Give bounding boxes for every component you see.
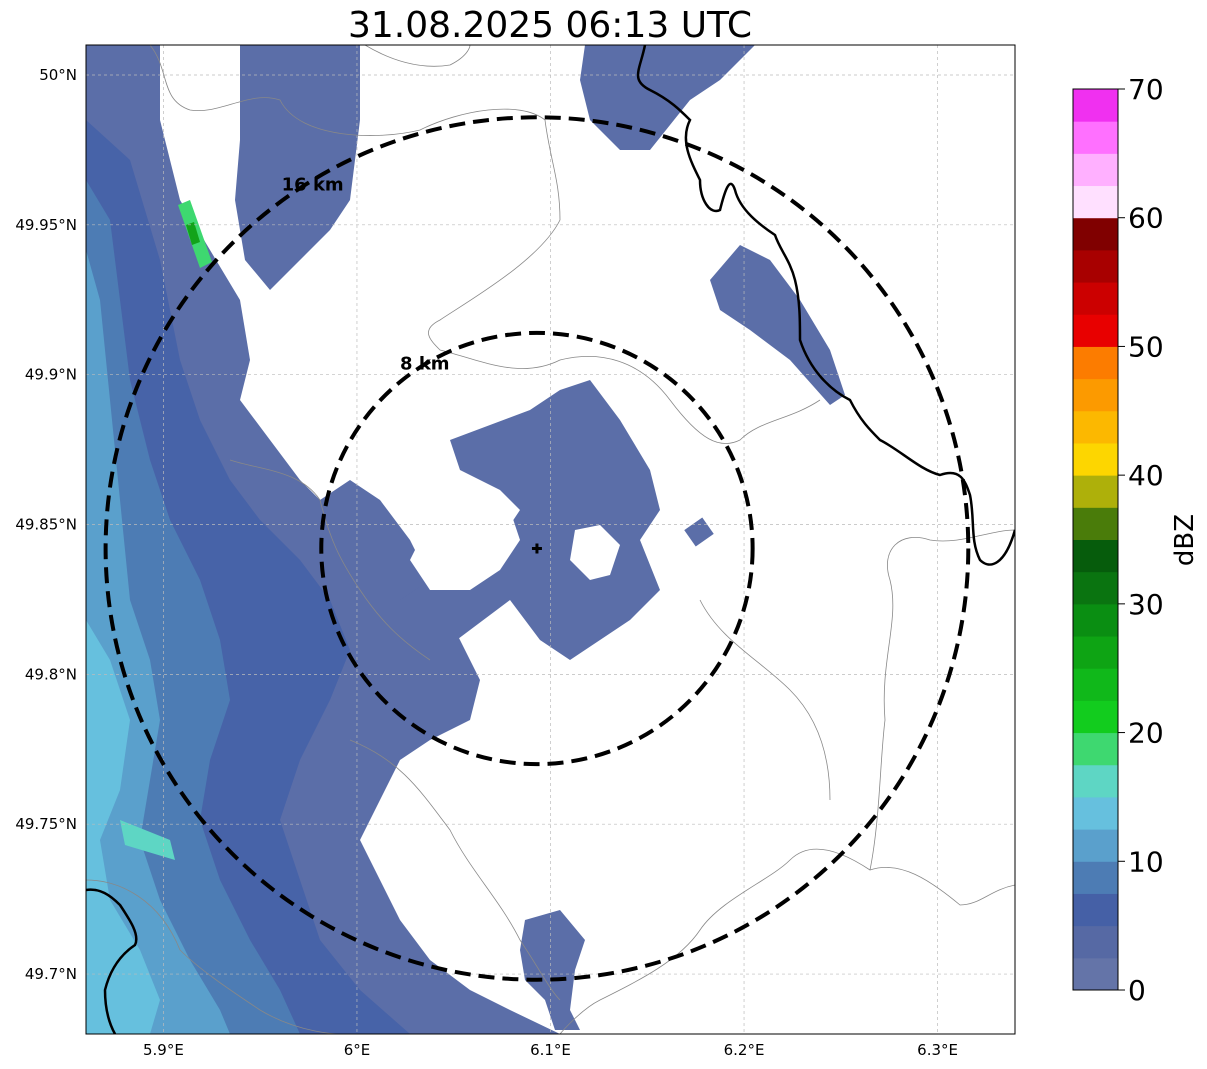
colorbar-cell xyxy=(1073,314,1118,347)
colorbar-cell xyxy=(1073,603,1118,637)
admin-boundary-center xyxy=(149,45,821,444)
national-border xyxy=(86,45,1015,1034)
echo-central-hole xyxy=(410,500,520,590)
colorbar-cell xyxy=(1073,121,1118,154)
colorbar-frame xyxy=(1072,88,1119,991)
map-gridlines xyxy=(86,45,1015,1034)
colorbar-cell xyxy=(1073,346,1118,380)
echo-region-west-light xyxy=(86,250,230,1034)
lon-tick-label: 6.2°E xyxy=(724,1041,765,1059)
colorbar-tick-labels: 0 10 20 30 40 50 60 70 xyxy=(1118,73,1164,1007)
figure-title: 31.08.2025 06:13 UTC xyxy=(348,5,752,46)
colorbar-tick-label: 50 xyxy=(1128,330,1164,363)
lat-tick-label: 49.75°N xyxy=(15,815,77,833)
colorbar-cell xyxy=(1073,571,1118,605)
admin-boundary-west xyxy=(229,459,431,661)
admin-boundary-southeast xyxy=(699,599,831,801)
colorbar-cell xyxy=(1073,957,1118,991)
colorbar-tick-label: 10 xyxy=(1128,845,1164,878)
colorbar-tick-label: 70 xyxy=(1128,73,1164,106)
colorbar-tick-label: 60 xyxy=(1128,202,1164,235)
colorbar-tick-label: 0 xyxy=(1128,974,1146,1007)
colorbar-cell xyxy=(1073,507,1118,540)
colorbar-cell xyxy=(1073,185,1118,219)
range-ring xyxy=(103,115,971,982)
lat-tick-label: 49.8°N xyxy=(25,665,77,683)
colorbar-tick-label: 20 xyxy=(1128,717,1164,750)
admin-boundary-north xyxy=(364,45,471,67)
range-ring-label: 8 km xyxy=(400,354,450,375)
colorbar-cell xyxy=(1073,861,1118,894)
echo-cyan-streak xyxy=(120,820,175,860)
colorbar-cell xyxy=(1073,829,1118,862)
colorbar-cell xyxy=(1073,217,1118,251)
lon-tick-label: 6.1°E xyxy=(530,1041,571,1059)
colorbar: 0 10 20 30 40 50 60 70 dBZ xyxy=(1072,73,1200,1007)
range-ring-label: 16 km xyxy=(282,175,344,196)
lon-tick-label: 6.3°E xyxy=(917,1041,958,1059)
colorbar-cell xyxy=(1073,442,1118,476)
colorbar-cell xyxy=(1073,700,1118,734)
colorbar-cell xyxy=(1073,893,1118,927)
admin-boundary-south-central xyxy=(349,739,561,1001)
lat-tick-label: 49.7°N xyxy=(25,965,77,983)
colorbar-tick-label: 30 xyxy=(1128,588,1164,621)
colorbar-label: dBZ xyxy=(1170,514,1200,566)
admin-boundary-east-2 xyxy=(869,529,1015,871)
colorbar-cell xyxy=(1073,636,1118,669)
map-panel: 8 km 16 km 5.9°E 6°E 6.1°E 6.2°E 6.3°E 50°N 49… xyxy=(15,44,1016,1059)
lat-tick-label: 49.9°N xyxy=(25,366,77,384)
lat-tick-label: 50°N xyxy=(39,66,77,84)
colorbar-cell xyxy=(1073,539,1118,573)
colorbar-tick-label: 40 xyxy=(1128,459,1164,492)
colorbar-cell xyxy=(1073,89,1118,122)
colorbar-cell xyxy=(1073,475,1118,508)
colorbar-cell xyxy=(1073,732,1118,766)
colorbar-cells xyxy=(1073,89,1118,991)
range-rings: 8 km 16 km xyxy=(103,115,971,982)
admin-boundary-south xyxy=(86,879,341,1034)
lat-tick-label: 49.95°N xyxy=(15,216,77,234)
colorbar-cell xyxy=(1073,378,1118,412)
colorbar-cell xyxy=(1073,925,1118,959)
lat-tick-labels: 50°N 49.95°N 49.9°N 49.85°N 49.8°N 49.75°N 49.… xyxy=(15,66,77,983)
echo-central-hole-2 xyxy=(570,525,620,580)
colorbar-cell xyxy=(1073,282,1118,315)
echo-region-northeast xyxy=(580,45,755,150)
lat-tick-label: 49.85°N xyxy=(15,516,77,534)
map-frame xyxy=(85,44,1016,1035)
echo-region-south xyxy=(520,910,585,1030)
colorbar-cell xyxy=(1073,764,1118,798)
border-southwest xyxy=(86,888,138,1034)
colorbar-cell xyxy=(1073,796,1118,830)
lon-tick-labels: 5.9°E 6°E 6.1°E 6.2°E 6.3°E xyxy=(143,1041,958,1059)
echo-green-core xyxy=(186,222,200,245)
range-ring xyxy=(319,330,755,767)
admin-boundary-east xyxy=(559,848,1015,1034)
admin-boundaries xyxy=(86,45,1015,1034)
lon-tick-label: 6°E xyxy=(344,1041,371,1059)
echo-region-north xyxy=(235,45,360,290)
lon-tick-label: 5.9°E xyxy=(143,1041,184,1059)
radar-site-marker xyxy=(531,543,542,554)
colorbar-cell xyxy=(1073,249,1118,283)
colorbar-cell xyxy=(1073,153,1118,187)
colorbar-cell xyxy=(1073,668,1118,701)
colorbar-cell xyxy=(1073,410,1118,444)
border-northeast xyxy=(636,45,1015,566)
echo-region-west-cyan xyxy=(86,620,160,1034)
